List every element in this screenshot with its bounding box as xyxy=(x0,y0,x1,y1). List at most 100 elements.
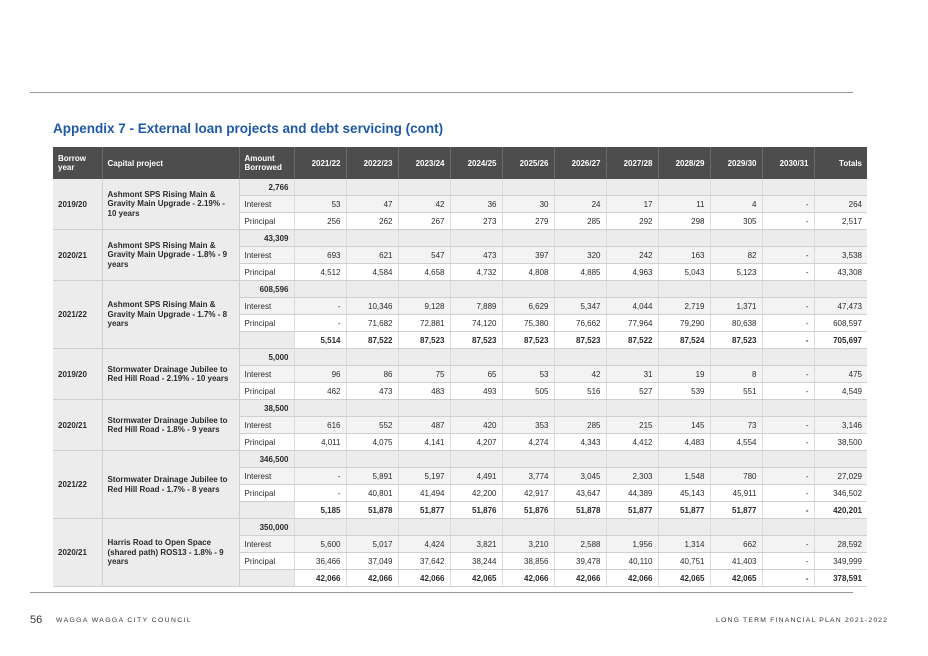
principal-value-cell: 41,403 xyxy=(710,552,763,570)
principal-value-cell: 45,143 xyxy=(658,484,711,502)
page-heading: Appendix 7 - External loan projects and … xyxy=(53,121,444,136)
empty-cell xyxy=(294,179,347,196)
interest-value-cell: 36 xyxy=(450,195,503,213)
total-value-cell: 42,065 xyxy=(450,569,503,587)
principal-value-cell: 76,662 xyxy=(554,314,607,332)
principal-value-cell: 42,200 xyxy=(450,484,503,502)
amount-borrowed-cell: 2,766 xyxy=(239,179,295,196)
column-header: Borrow year xyxy=(53,147,103,179)
empty-cell xyxy=(554,280,607,298)
interest-value-cell: 3,774 xyxy=(502,467,555,485)
total-value-cell: 705,697 xyxy=(814,331,867,349)
total-value-cell: 87,522 xyxy=(346,331,399,349)
total-value-cell: 51,878 xyxy=(346,501,399,519)
empty-cell xyxy=(814,450,867,468)
interest-value-cell: 353 xyxy=(502,416,555,434)
interest-value-cell: 96 xyxy=(294,365,347,383)
column-header: 2030/31 xyxy=(762,147,815,179)
amount-borrowed-cell: 608,596 xyxy=(239,280,295,298)
empty-cell xyxy=(450,229,503,247)
row-type-label: Principal xyxy=(239,212,295,230)
capital-project-cell: Ashmont SPS Rising Main & Gravity Main U… xyxy=(102,179,240,230)
principal-value-cell: 4,549 xyxy=(814,382,867,400)
empty-cell xyxy=(450,179,503,196)
empty-cell xyxy=(239,331,295,349)
total-value-cell: 5,514 xyxy=(294,331,347,349)
interest-value-cell: 42 xyxy=(554,365,607,383)
empty-cell xyxy=(346,518,399,536)
empty-cell xyxy=(450,450,503,468)
interest-value-cell: 11 xyxy=(658,195,711,213)
principal-value-cell: 5,123 xyxy=(710,263,763,281)
empty-cell xyxy=(346,348,399,366)
principal-value-cell: 5,043 xyxy=(658,263,711,281)
interest-value-cell: 31 xyxy=(606,365,659,383)
table-row: Interest -5,891 5,197 4,491 3,774 3,045 2,303 1… xyxy=(53,467,867,485)
empty-cell xyxy=(398,179,451,196)
table-row: 5,185 51,878 51,877 51,876 51,876 51,878 51,87… xyxy=(53,501,867,519)
principal-value-cell: 4,885 xyxy=(554,263,607,281)
principal-value-cell: 4,412 xyxy=(606,433,659,451)
empty-cell xyxy=(346,450,399,468)
principal-value-cell: 473 xyxy=(346,382,399,400)
table-row: Interest -10,346 9,128 7,889 6,629 5,347 4,044… xyxy=(53,297,867,315)
empty-cell xyxy=(398,450,451,468)
principal-value-cell: 80,638 xyxy=(710,314,763,332)
interest-value-cell: 8 xyxy=(710,365,763,383)
total-value-cell: 42,065 xyxy=(658,569,711,587)
interest-value-cell: 320 xyxy=(554,246,607,264)
principal-value-cell: 36,466 xyxy=(294,552,347,570)
interest-value-cell: 10,346 xyxy=(346,297,399,315)
interest-value-cell: 19 xyxy=(658,365,711,383)
total-value-cell: 51,878 xyxy=(554,501,607,519)
total-value-cell: 42,066 xyxy=(554,569,607,587)
principal-value-cell: 4,584 xyxy=(346,263,399,281)
empty-cell xyxy=(554,179,607,196)
interest-value-cell: 53 xyxy=(502,365,555,383)
empty-cell xyxy=(762,399,815,417)
table-header-row: Borrow year Capital project Amount Borrowe… xyxy=(53,147,867,179)
interest-value-cell: 264 xyxy=(814,195,867,213)
total-value-cell: 42,066 xyxy=(346,569,399,587)
borrow-year-cell: 2020/21 xyxy=(53,399,103,451)
column-header: 2024/25 xyxy=(450,147,503,179)
empty-cell xyxy=(502,229,555,247)
principal-value-cell: - xyxy=(294,314,347,332)
empty-cell xyxy=(710,280,763,298)
table-row: 42,066 42,066 42,066 42,065 42,066 42,066 42,0… xyxy=(53,569,867,587)
principal-value-cell: 75,380 xyxy=(502,314,555,332)
interest-value-cell: 7,889 xyxy=(450,297,503,315)
total-value-cell: 51,877 xyxy=(398,501,451,519)
table-row: Principal -71,682 72,881 74,120 75,380 76,662… xyxy=(53,314,867,332)
interest-value-cell: 1,956 xyxy=(606,535,659,553)
interest-value-cell: 5,347 xyxy=(554,297,607,315)
interest-value-cell: 5,017 xyxy=(346,535,399,553)
principal-value-cell: 38,856 xyxy=(502,552,555,570)
total-value-cell: - xyxy=(762,569,815,587)
interest-value-cell: 1,371 xyxy=(710,297,763,315)
empty-cell xyxy=(606,399,659,417)
empty-cell xyxy=(398,229,451,247)
interest-value-cell: 73 xyxy=(710,416,763,434)
column-header: 2022/23 xyxy=(346,147,399,179)
empty-cell xyxy=(294,450,347,468)
interest-value-cell: 621 xyxy=(346,246,399,264)
table-row: 2019/20 Ashmont SPS Rising Main & Gravity… xyxy=(53,179,867,230)
loan-table: Borrow year Capital project Amount Borrowe… xyxy=(53,147,867,587)
empty-cell xyxy=(554,450,607,468)
empty-cell xyxy=(450,348,503,366)
interest-value-cell: - xyxy=(762,246,815,264)
interest-value-cell: 2,303 xyxy=(606,467,659,485)
row-type-label: Interest xyxy=(239,416,295,434)
principal-value-cell: 40,801 xyxy=(346,484,399,502)
interest-value-cell: 242 xyxy=(606,246,659,264)
interest-value-cell: 4,491 xyxy=(450,467,503,485)
table-row: 2021/22 Stormwater Drainage Jubilee to Re… xyxy=(53,450,867,519)
principal-value-cell: 43,308 xyxy=(814,263,867,281)
principal-value-cell: 4,658 xyxy=(398,263,451,281)
empty-cell xyxy=(502,280,555,298)
empty-cell xyxy=(658,229,711,247)
table-row: 5,514 87,522 87,523 87,523 87,523 87,523 87,52… xyxy=(53,331,867,349)
empty-cell xyxy=(762,229,815,247)
principal-value-cell: 38,500 xyxy=(814,433,867,451)
